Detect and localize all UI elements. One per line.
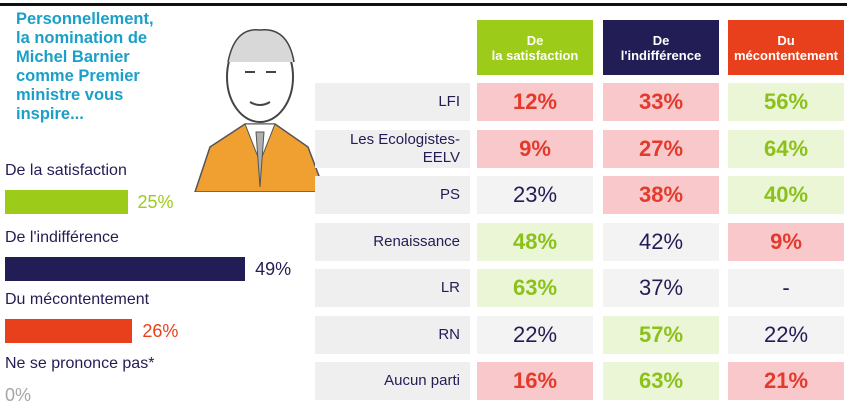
table-cell: 9%	[728, 223, 844, 261]
header-text: la satisfaction	[477, 48, 593, 63]
header-text: De	[603, 33, 719, 48]
table-cell: 22%	[477, 316, 593, 354]
category-label: Du mécontentement	[5, 291, 149, 309]
table-cell: 37%	[603, 269, 719, 307]
header-text: mécontentement	[728, 48, 844, 63]
value-label: 49%	[255, 259, 291, 280]
bar	[5, 319, 132, 343]
row-label-text: EELV	[315, 149, 460, 167]
row-label: LFI	[315, 83, 470, 121]
table-cell: 33%	[603, 83, 719, 121]
row-label-text: Aucun parti	[315, 372, 460, 390]
question-line: inspire...	[16, 105, 84, 124]
table-cell: 42%	[603, 223, 719, 261]
category-label: De l'indifférence	[5, 229, 119, 247]
table-cell: 27%	[603, 130, 719, 168]
row-label-text: LFI	[315, 93, 460, 111]
header-text: Du	[728, 33, 844, 48]
table-cell: 63%	[603, 362, 719, 400]
row-label-text: Les Ecologistes-	[315, 131, 460, 149]
category-label: Ne se prononce pas*	[5, 355, 154, 373]
row-label: PS	[315, 176, 470, 214]
row-label: Les Ecologistes-EELV	[315, 130, 470, 168]
table-cell: 64%	[728, 130, 844, 168]
table-cell: -	[728, 269, 844, 307]
table-cell: 16%	[477, 362, 593, 400]
header-text: l'indifférence	[603, 48, 719, 63]
table-cell: 12%	[477, 83, 593, 121]
row-label: RN	[315, 316, 470, 354]
question-line: comme Premier	[16, 67, 140, 86]
row-label-text: Renaissance	[315, 233, 460, 251]
row-label: Renaissance	[315, 223, 470, 261]
table-cell: 57%	[603, 316, 719, 354]
row-label: LR	[315, 269, 470, 307]
page: Personnellement,la nomination deMichel B…	[0, 0, 847, 406]
table-cell: 48%	[477, 223, 593, 261]
table-cell: 38%	[603, 176, 719, 214]
value-label: 25%	[138, 192, 174, 213]
row-label-text: RN	[315, 326, 460, 344]
table-cell: 23%	[477, 176, 593, 214]
table-cell: 9%	[477, 130, 593, 168]
header-text: De	[477, 33, 593, 48]
table-cell: 40%	[728, 176, 844, 214]
table-cell: 21%	[728, 362, 844, 400]
table-cell: 22%	[728, 316, 844, 354]
bar	[5, 257, 245, 281]
portrait	[190, 12, 330, 192]
row-label-text: LR	[315, 279, 460, 297]
question-line: Personnellement,	[16, 10, 154, 29]
value-label: 26%	[142, 321, 178, 342]
top-rule	[0, 3, 847, 6]
table-cell: 63%	[477, 269, 593, 307]
value-label: 0%	[5, 385, 31, 406]
question-line: la nomination de	[16, 29, 147, 48]
question-line: Michel Barnier	[16, 48, 130, 67]
question-line: ministre vous	[16, 86, 123, 105]
table-cell: 56%	[728, 83, 844, 121]
category-label: De la satisfaction	[5, 162, 127, 180]
row-label-text: PS	[315, 186, 460, 204]
row-label: Aucun parti	[315, 362, 470, 400]
bar	[5, 190, 128, 214]
